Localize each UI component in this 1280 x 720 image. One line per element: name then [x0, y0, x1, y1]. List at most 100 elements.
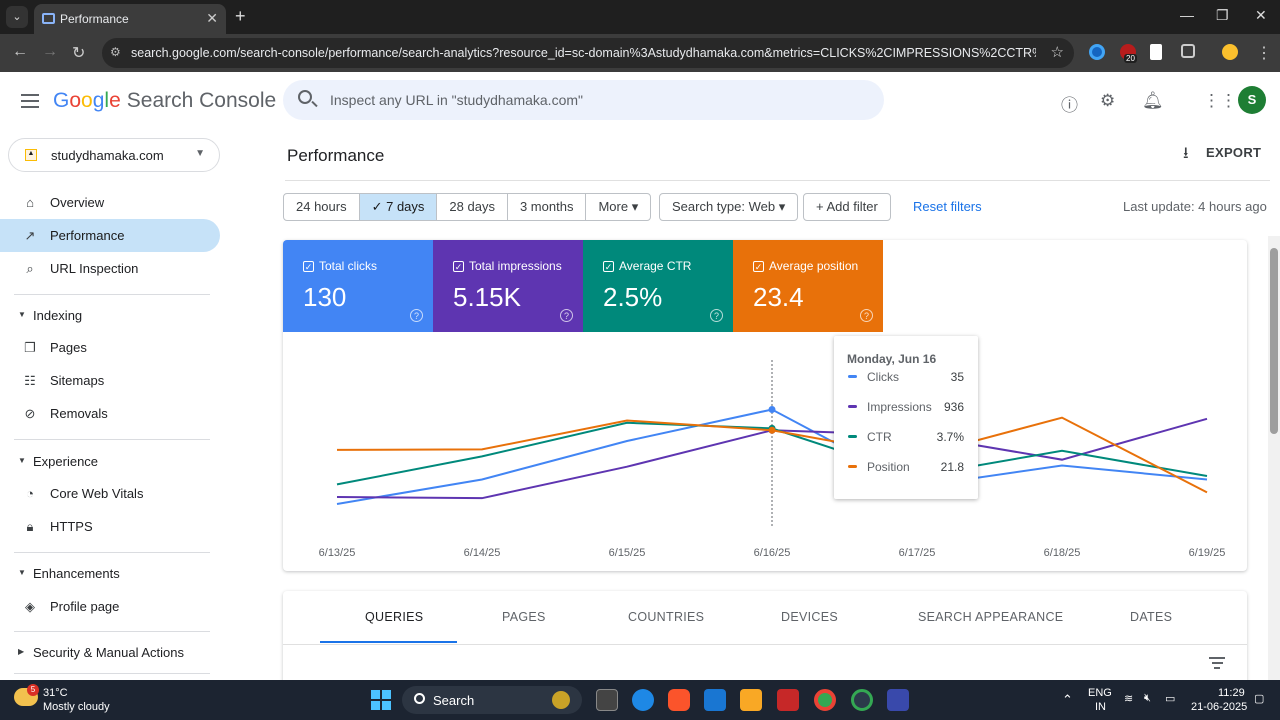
range-7-days[interactable]: ✓ 7 days	[359, 194, 438, 220]
language-bottom[interactable]: IN	[1095, 701, 1106, 713]
extension-circle-icon[interactable]	[1089, 44, 1105, 60]
range-3-months[interactable]: 3 months	[508, 194, 587, 220]
edge-browser-icon[interactable]	[632, 689, 654, 711]
sidebar-section-experience[interactable]: ▼ Experience	[0, 446, 220, 476]
tab-dates[interactable]: DATES	[1130, 610, 1173, 624]
notifications-bell-icon[interactable]: 🔔︎	[1142, 91, 1164, 110]
help-icon[interactable]: ?	[410, 309, 423, 322]
tab-search-appearance[interactable]: SEARCH APPEARANCE	[918, 610, 1064, 624]
volume-muted-icon[interactable]: 🔇︎	[1144, 692, 1151, 704]
new-tab-plus-icon[interactable]: +	[235, 6, 246, 26]
sidebar-item-label: HTTPS	[50, 519, 93, 534]
browser-menu-icon[interactable]: ⋮	[1256, 45, 1272, 62]
property-selector[interactable]: ▲ studydhamaka.com ▼	[8, 138, 220, 172]
sidebar-item-core-web-vitals[interactable]: ◔ Core Web Vitals	[0, 477, 220, 510]
google-search-console-logo[interactable]: Google Search Console	[53, 89, 277, 112]
line-chart[interactable]: 6/13/25 6/14/25 6/15/25 6/16/25 6/17/25 6/18/…	[283, 332, 1247, 571]
back-arrow-icon[interactable]: ←	[12, 43, 28, 60]
app-grid-icon[interactable]	[777, 689, 799, 711]
scrollbar-thumb[interactable]	[1270, 248, 1278, 434]
page-scrollbar[interactable]	[1268, 236, 1280, 680]
profile-icon[interactable]	[1222, 44, 1238, 60]
metric-average-ctr[interactable]: ✓ Average CTR 2.5% ?	[583, 240, 733, 332]
sidebar-item-url-inspection[interactable]: ⌕ URL Inspection	[0, 252, 220, 285]
help-icon[interactable]: ⓘ	[1061, 96, 1078, 115]
chevron-down-icon: ▼	[195, 148, 205, 159]
notepad-icon[interactable]	[704, 689, 726, 711]
reload-icon[interactable]: ↻	[72, 45, 86, 62]
chrome-icon[interactable]	[814, 689, 836, 711]
apps-grid-icon[interactable]: ⋮⋮	[1203, 91, 1237, 110]
sidebar-item-profile-page[interactable]: ◈ Profile page	[0, 590, 220, 623]
tab-search-chevron-icon[interactable]: ⌄	[6, 6, 28, 28]
legend-swatch	[848, 465, 857, 468]
range-28-days[interactable]: 28 days	[437, 194, 508, 220]
sidebar-item-pages[interactable]: ❐ Pages	[0, 331, 220, 364]
snipping-tool-icon[interactable]	[887, 689, 909, 711]
sidebar-item-overview[interactable]: ⌂ Overview	[0, 186, 220, 219]
range-more[interactable]: More ▾	[586, 194, 650, 220]
reset-filters-link[interactable]: Reset filters	[913, 199, 982, 214]
search-type-filter[interactable]: Search type: Web ▾	[659, 193, 799, 221]
tab-countries[interactable]: COUNTRIES	[628, 610, 705, 624]
site-info-icon[interactable]: ⚙	[110, 45, 121, 59]
filter-rows-icon[interactable]	[1209, 657, 1225, 672]
settings-users-icon[interactable]: ⚙	[1100, 91, 1116, 110]
bookmark-star-icon[interactable]: ☆	[1050, 44, 1064, 61]
notification-icon[interactable]: ▢	[1254, 693, 1265, 705]
metric-average-position[interactable]: ✓ Average position 23.4 ?	[733, 240, 883, 332]
download-icon[interactable]: ⭳	[1183, 145, 1189, 162]
metric-total-impressions[interactable]: ✓ Total impressions 5.15K ?	[433, 240, 583, 332]
clock-date[interactable]: 21-06-2025	[1191, 701, 1248, 713]
clock-time[interactable]: 11:29	[1218, 687, 1245, 699]
windows-start-icon[interactable]	[371, 690, 391, 710]
wifi-icon[interactable]: ≋	[1124, 693, 1134, 705]
brave-browser-icon[interactable]	[668, 689, 690, 711]
sidebar-item-sitemaps[interactable]: ☷ Sitemaps	[0, 364, 220, 397]
task-view-icon[interactable]	[596, 689, 618, 711]
help-icon[interactable]: ?	[710, 309, 723, 322]
metric-total-clicks[interactable]: ✓ Total clicks 130 ?	[283, 240, 433, 332]
minimize-icon[interactable]: —	[1180, 7, 1194, 23]
battery-icon[interactable]: ▭	[1165, 693, 1176, 705]
help-icon[interactable]: ?	[860, 309, 873, 322]
data-point-position[interactable]	[768, 426, 776, 434]
sidebar-item-performance[interactable]: ↗ Performance	[0, 219, 220, 252]
tab-pages[interactable]: PAGES	[502, 610, 546, 624]
sidebar-section-indexing[interactable]: ▼ Indexing	[0, 300, 220, 330]
address-bar[interactable]: ⚙ search.google.com/search-console/perfo…	[102, 38, 1074, 68]
sidebar-item-removals[interactable]: ⊘ Removals	[0, 397, 220, 430]
tab-devices[interactable]: DEVICES	[781, 610, 838, 624]
url-inspection-search[interactable]: Inspect any URL in "studydhamaka.com"	[283, 80, 884, 120]
weather-temperature[interactable]: 31°C	[43, 687, 68, 699]
help-icon[interactable]: ?	[560, 309, 573, 322]
extensions-puzzle-icon[interactable]	[1181, 44, 1195, 58]
language-top[interactable]: ENG	[1088, 687, 1112, 699]
sidebar-item-https[interactable]: 🔒︎ HTTPS	[0, 510, 220, 543]
avatar[interactable]: S	[1238, 86, 1266, 114]
add-filter-button[interactable]: + Add filter	[803, 193, 891, 221]
file-explorer-icon[interactable]	[740, 689, 762, 711]
checkbox-checked-icon[interactable]: ✓	[453, 261, 464, 272]
checkbox-checked-icon[interactable]: ✓	[303, 261, 314, 272]
tab-queries[interactable]: QUERIES	[365, 610, 424, 624]
export-button[interactable]: EXPORT	[1206, 145, 1262, 160]
sidebar-item-label: Sitemaps	[50, 373, 105, 388]
tab-close-icon[interactable]: ✕	[206, 10, 218, 26]
sidebar-section-enhancements[interactable]: ▼ Enhancements	[0, 558, 220, 588]
extension-document-icon[interactable]	[1150, 44, 1162, 60]
forward-arrow-icon[interactable]: →	[42, 43, 58, 60]
checkbox-checked-icon[interactable]: ✓	[753, 261, 764, 272]
sidebar-section-security[interactable]: ▶ Security & Manual Actions	[0, 637, 220, 667]
taskbar-search[interactable]: Search	[402, 686, 582, 714]
range-24-hours[interactable]: 24 hours	[284, 194, 360, 220]
menu-icon[interactable]	[21, 94, 39, 112]
maximize-icon[interactable]: ❐	[1216, 7, 1229, 23]
data-point-clicks[interactable]	[768, 406, 776, 413]
weather-description[interactable]: Mostly cloudy	[43, 701, 110, 713]
checkbox-checked-icon[interactable]: ✓	[603, 261, 614, 272]
tray-chevron-up-icon[interactable]: ⌃	[1062, 692, 1073, 707]
chrome-profile-icon[interactable]	[851, 689, 873, 711]
close-window-icon[interactable]: ✕	[1255, 7, 1267, 23]
browser-tab[interactable]: Performance ✕	[34, 4, 226, 34]
